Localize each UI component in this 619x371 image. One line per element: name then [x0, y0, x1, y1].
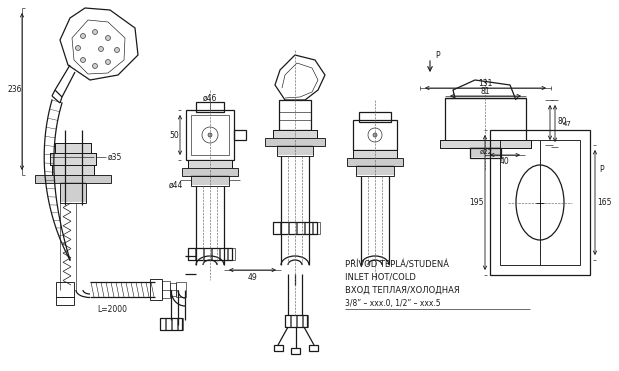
Bar: [273, 222, 317, 234]
Circle shape: [80, 58, 85, 62]
Bar: [234, 130, 246, 140]
Bar: [220, 248, 227, 260]
Bar: [297, 315, 302, 327]
Bar: [60, 183, 86, 203]
Bar: [285, 315, 307, 327]
Bar: [166, 318, 171, 330]
Bar: [470, 148, 501, 158]
Bar: [55, 143, 91, 153]
Bar: [309, 345, 318, 351]
Circle shape: [92, 63, 98, 69]
Bar: [356, 166, 394, 176]
Bar: [281, 222, 288, 234]
Bar: [160, 318, 182, 330]
Circle shape: [92, 30, 98, 35]
Bar: [490, 130, 590, 275]
Text: 236: 236: [8, 85, 22, 95]
Bar: [170, 283, 176, 296]
Bar: [160, 318, 165, 330]
Bar: [196, 102, 224, 112]
Bar: [297, 222, 304, 234]
Bar: [265, 138, 325, 146]
Circle shape: [80, 33, 85, 39]
Text: 165: 165: [597, 198, 611, 207]
Bar: [50, 153, 96, 165]
Bar: [204, 248, 211, 260]
Circle shape: [373, 133, 377, 137]
Bar: [176, 282, 186, 297]
Bar: [52, 165, 94, 175]
Text: P: P: [435, 52, 439, 60]
Bar: [188, 160, 232, 170]
Bar: [353, 120, 397, 150]
Bar: [273, 130, 317, 140]
Bar: [500, 140, 580, 265]
Bar: [191, 115, 229, 155]
Bar: [162, 281, 170, 298]
Bar: [273, 130, 317, 140]
Text: 81: 81: [480, 86, 490, 95]
Bar: [186, 110, 234, 160]
Bar: [172, 318, 177, 330]
Text: ø44: ø44: [168, 181, 183, 190]
Bar: [273, 222, 280, 234]
Bar: [188, 160, 232, 170]
Bar: [50, 153, 96, 165]
Text: P: P: [599, 165, 604, 174]
Circle shape: [115, 47, 119, 53]
Bar: [285, 315, 290, 327]
Bar: [52, 165, 94, 175]
Bar: [291, 315, 296, 327]
Text: ø22: ø22: [480, 149, 493, 155]
Bar: [228, 248, 235, 260]
Bar: [289, 222, 296, 234]
Bar: [305, 222, 312, 234]
Bar: [56, 282, 74, 297]
Text: 195: 195: [469, 198, 483, 207]
Bar: [274, 345, 283, 351]
Bar: [196, 248, 203, 260]
Text: 131: 131: [478, 79, 492, 88]
Text: 47: 47: [563, 121, 572, 127]
Bar: [359, 112, 391, 122]
Circle shape: [208, 133, 212, 137]
Bar: [55, 143, 91, 153]
Bar: [279, 100, 311, 130]
Bar: [56, 297, 74, 305]
Bar: [182, 168, 238, 176]
Text: 50: 50: [169, 131, 179, 139]
Bar: [35, 175, 111, 183]
Bar: [313, 222, 320, 234]
Text: 80: 80: [558, 118, 568, 127]
Text: ø46: ø46: [203, 93, 217, 102]
Circle shape: [105, 59, 111, 65]
Bar: [347, 158, 403, 166]
Bar: [150, 279, 162, 300]
Text: 3/8” – xxx.0, 1/2” – xxx.5: 3/8” – xxx.0, 1/2” – xxx.5: [345, 299, 441, 308]
Bar: [212, 248, 219, 260]
Text: 40: 40: [500, 158, 510, 167]
Text: PŘÍVOD TEPLÁ/STUDENÁ: PŘÍVOD TEPLÁ/STUDENÁ: [345, 260, 449, 269]
Text: L=2000: L=2000: [97, 305, 127, 315]
Text: 49: 49: [248, 273, 258, 282]
Bar: [291, 348, 300, 354]
Text: ø35: ø35: [108, 152, 123, 161]
Bar: [191, 176, 229, 186]
Bar: [353, 150, 397, 160]
Text: INLET HOT/COLD: INLET HOT/COLD: [345, 273, 416, 282]
Circle shape: [105, 36, 111, 40]
Bar: [188, 248, 232, 260]
Bar: [445, 98, 526, 145]
Circle shape: [98, 46, 103, 52]
Text: ВХОД ТЕПЛАЯ/ХОЛОДНАЯ: ВХОД ТЕПЛАЯ/ХОЛОДНАЯ: [345, 286, 460, 295]
Bar: [188, 248, 195, 260]
Bar: [277, 146, 313, 156]
Bar: [303, 315, 308, 327]
Bar: [440, 140, 531, 148]
Bar: [440, 140, 531, 148]
Circle shape: [76, 46, 80, 50]
Bar: [353, 150, 397, 160]
Bar: [178, 318, 183, 330]
